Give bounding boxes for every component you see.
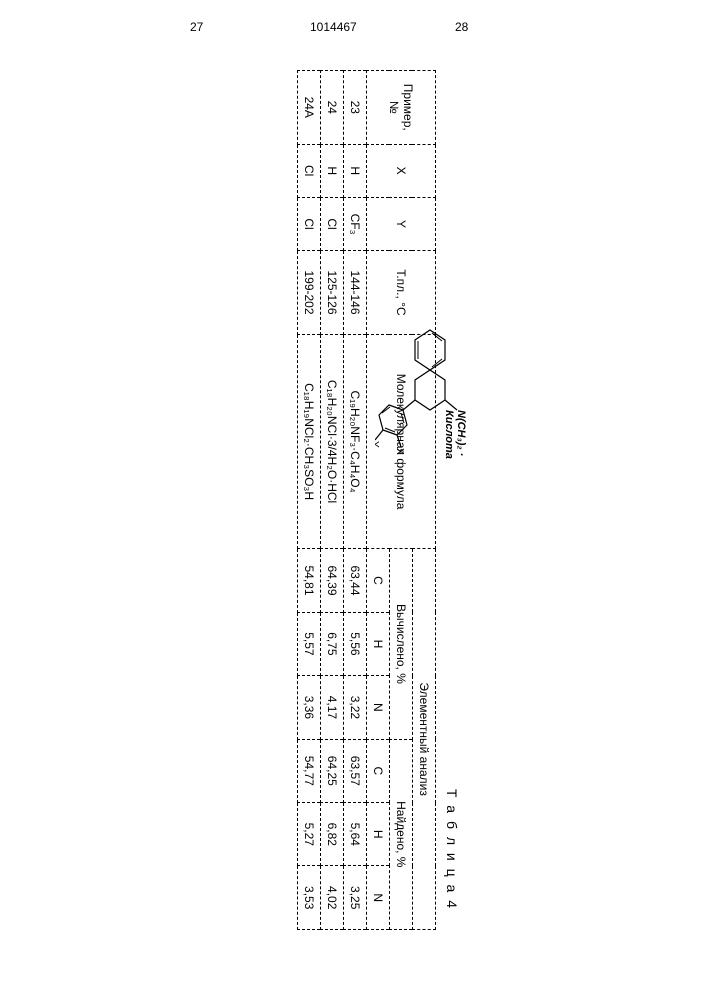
cell-calc-h: 5,56 xyxy=(344,612,367,675)
cell-mp: 199-202 xyxy=(298,251,321,335)
col-calc-c: C xyxy=(367,549,390,612)
cell-formula: C₁₉H₂₀NF₃·C₄H₄O₄ xyxy=(344,334,367,548)
cell-found-c: 54,77 xyxy=(298,739,321,802)
cell-y: CF₃ xyxy=(344,197,367,250)
col-calc: Вычислено, % xyxy=(390,549,413,739)
cell-calc-c: 64,39 xyxy=(321,549,344,612)
page-number-left: 27 xyxy=(190,20,203,34)
cell-x: H xyxy=(344,144,367,197)
cell-calc-n: 4,17 xyxy=(321,676,344,739)
col-example: Пример, № xyxy=(367,71,436,145)
table-row: 23 H CF₃ 144-146 C₁₉H₂₀NF₃·C₄H₄O₄ 63,44 … xyxy=(344,71,367,930)
cell-x: Cl xyxy=(298,144,321,197)
col-found-n: N xyxy=(367,866,390,930)
cell-found-h: 5,64 xyxy=(344,803,367,866)
svg-text:X: X xyxy=(394,448,405,455)
col-analysis: Элементный анализ xyxy=(413,549,436,930)
cell-calc-h: 6,75 xyxy=(321,612,344,675)
col-calc-n: N xyxy=(367,676,390,739)
table-row: 24А Cl Cl 199-202 C₁₈H₁₉NCl₂·CH₃SO₃H 54,… xyxy=(298,71,321,930)
cell-found-h: 6,82 xyxy=(321,803,344,866)
data-table: Пример, № X Y Т.пл., °С Молекулярная фор… xyxy=(297,70,436,930)
structure-label: N(CH₃)₂ · Кислота xyxy=(443,410,467,470)
table-title: Т а б л и ц а 4 xyxy=(444,70,460,930)
table-container: X Y N(CH₃)₂ · Кислота Т а б л и ц а 4 Пр… xyxy=(297,70,460,930)
cell-y: Cl xyxy=(321,197,344,250)
cell-found-n: 3,53 xyxy=(298,866,321,930)
col-calc-h: H xyxy=(367,612,390,675)
chemical-structure: X Y N(CH₃)₂ · Кислота xyxy=(372,320,465,470)
cell-found-c: 63,57 xyxy=(344,739,367,802)
col-found-c: C xyxy=(367,739,390,802)
page-number-right: 28 xyxy=(455,20,468,34)
cell-formula: C₁₈H₁₉NCl₂·CH₃SO₃H xyxy=(298,334,321,548)
col-found-h: H xyxy=(367,803,390,866)
cell-y: Cl xyxy=(298,197,321,250)
cell-ex: 23 xyxy=(344,71,367,145)
cell-calc-h: 5,57 xyxy=(298,612,321,675)
col-y: Y xyxy=(367,197,436,250)
cell-formula: C₁₈H₂₀NCl·3/4H₂O·HCl xyxy=(321,334,344,548)
cell-calc-n: 3,36 xyxy=(298,676,321,739)
cell-found-h: 5,27 xyxy=(298,803,321,866)
document-id: 1014467 xyxy=(310,20,357,34)
cell-ex: 24А xyxy=(298,71,321,145)
cell-calc-n: 3,22 xyxy=(344,676,367,739)
cell-mp: 144-146 xyxy=(344,251,367,335)
cell-found-n: 4,02 xyxy=(321,866,344,930)
cell-found-c: 64,25 xyxy=(321,739,344,802)
cell-calc-c: 54,81 xyxy=(298,549,321,612)
svg-text:Y: Y xyxy=(375,441,380,448)
cell-found-n: 3,25 xyxy=(344,866,367,930)
cell-ex: 24 xyxy=(321,71,344,145)
cell-x: H xyxy=(321,144,344,197)
col-x: X xyxy=(367,144,436,197)
col-found: Найдено, % xyxy=(390,739,413,929)
cell-calc-c: 63,44 xyxy=(344,549,367,612)
cell-mp: 125-126 xyxy=(321,251,344,335)
table-row: 24 H Cl 125-126 C₁₈H₂₀NCl·3/4H₂O·HCl 64,… xyxy=(321,71,344,930)
